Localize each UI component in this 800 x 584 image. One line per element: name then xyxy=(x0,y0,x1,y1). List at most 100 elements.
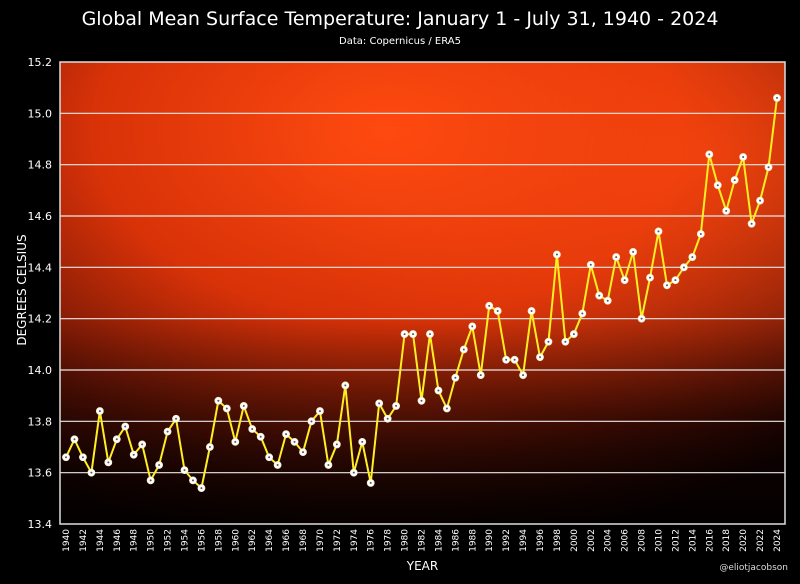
data-point-center xyxy=(505,358,508,361)
data-point-center xyxy=(183,469,186,472)
x-tick-label: 1970 xyxy=(316,529,326,552)
x-tick-label: 2012 xyxy=(671,529,681,552)
data-point-center xyxy=(513,358,516,361)
x-tick-label: 1958 xyxy=(214,529,224,552)
data-point-center xyxy=(615,256,618,259)
data-point-center xyxy=(623,279,626,282)
x-tick-label: 1982 xyxy=(418,529,428,552)
data-point-center xyxy=(420,399,423,402)
data-point-center xyxy=(302,451,304,454)
x-tick-label: 2022 xyxy=(756,529,766,552)
data-point-center xyxy=(259,435,262,438)
plot-background-shade xyxy=(60,62,785,524)
data-point-center xyxy=(691,256,694,259)
data-point-center xyxy=(107,461,110,464)
y-tick-label: 14.0 xyxy=(28,364,53,377)
data-point-center xyxy=(141,443,144,446)
y-tick-label: 15.2 xyxy=(28,56,53,69)
x-tick-label: 2024 xyxy=(773,529,783,552)
x-tick-label: 1994 xyxy=(519,529,529,552)
x-tick-label: 1946 xyxy=(113,529,123,552)
x-tick-label: 1964 xyxy=(265,529,275,552)
data-point-center xyxy=(725,209,728,212)
chart-title: Global Mean Surface Temperature: January… xyxy=(81,8,719,30)
x-tick-label: 1966 xyxy=(282,529,292,552)
x-tick-label: 2014 xyxy=(688,529,698,552)
data-point-center xyxy=(335,443,338,446)
y-tick-label: 14.6 xyxy=(28,210,53,223)
data-point-center xyxy=(225,407,228,410)
data-point-center xyxy=(191,479,194,482)
data-point-center xyxy=(158,463,161,466)
data-point-center xyxy=(65,456,67,459)
data-point-center xyxy=(547,340,550,343)
y-tick-label: 14.8 xyxy=(28,159,53,172)
data-point-center xyxy=(73,438,76,441)
plot-border xyxy=(59,61,786,525)
data-point-center xyxy=(242,404,245,407)
data-point-center xyxy=(428,333,431,336)
data-point-center xyxy=(606,299,609,302)
x-tick-label: 1972 xyxy=(333,529,343,552)
data-point-center xyxy=(251,428,254,431)
data-point-center xyxy=(166,430,169,433)
data-point-center xyxy=(378,402,381,405)
data-point-center xyxy=(674,279,677,282)
data-point-center xyxy=(90,471,93,474)
x-tick-label: 1948 xyxy=(130,529,140,552)
x-tick-label: 2006 xyxy=(621,529,631,552)
data-point-center xyxy=(437,389,440,392)
y-tick-label: 13.6 xyxy=(28,467,53,480)
data-point-center xyxy=(572,333,575,336)
data-point-center xyxy=(293,440,296,443)
x-tick-label: 2008 xyxy=(638,529,648,552)
data-point-center xyxy=(632,250,635,253)
data-point-center xyxy=(124,425,127,428)
chart-subtitle: Data: Copernicus / ERA5 xyxy=(339,36,461,47)
data-point-center xyxy=(98,410,101,413)
data-point-center xyxy=(742,155,745,158)
data-point-center xyxy=(115,438,118,441)
x-tick-label: 1976 xyxy=(367,529,377,552)
x-tick-label: 1980 xyxy=(401,529,411,552)
data-point-center xyxy=(589,263,592,266)
data-point-center xyxy=(598,294,601,297)
data-point-center xyxy=(361,440,364,443)
data-point-center xyxy=(454,376,457,379)
data-point-center xyxy=(665,284,668,287)
data-point-center xyxy=(386,417,389,420)
data-point-center xyxy=(733,179,736,182)
x-tick-label: 1962 xyxy=(248,529,258,552)
x-tick-label: 1952 xyxy=(164,529,174,552)
x-tick-label: 1974 xyxy=(350,529,360,552)
y-tick-label: 14.4 xyxy=(28,261,53,274)
data-point-center xyxy=(767,166,770,169)
x-tick-label: 1988 xyxy=(468,529,478,552)
data-point-center xyxy=(327,463,330,466)
data-point-center xyxy=(496,309,499,312)
data-point-center xyxy=(488,304,491,307)
data-point-center xyxy=(285,433,288,436)
data-point-center xyxy=(234,440,237,443)
data-point-center xyxy=(471,325,474,328)
data-point-center xyxy=(522,374,525,377)
x-tick-label: 1954 xyxy=(181,529,191,552)
x-axis-label: YEAR xyxy=(406,559,439,573)
data-point-center xyxy=(310,420,313,423)
data-point-center xyxy=(640,317,643,320)
x-tick-label: 1940 xyxy=(62,529,72,552)
data-point-center xyxy=(344,384,347,387)
data-point-center xyxy=(716,184,719,187)
data-point-center xyxy=(395,404,398,407)
x-tick-label: 2004 xyxy=(604,529,614,552)
y-tick-label: 14.2 xyxy=(28,313,53,326)
y-tick-label: 13.8 xyxy=(28,415,53,428)
data-point-center xyxy=(564,340,567,343)
x-tick-label: 1960 xyxy=(231,529,241,552)
data-point-center xyxy=(581,312,584,315)
x-tick-label: 1942 xyxy=(79,529,89,552)
y-tick-label: 15.0 xyxy=(28,107,53,120)
x-tick-label: 1998 xyxy=(553,529,563,552)
x-tick-label: 1968 xyxy=(299,529,309,552)
